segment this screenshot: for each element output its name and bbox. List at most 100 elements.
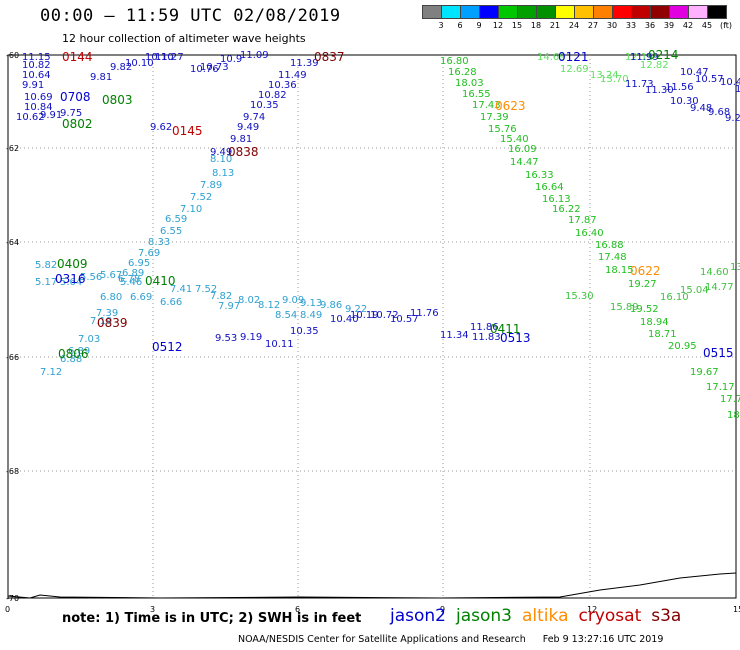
swh-value: 17.48 bbox=[598, 252, 627, 263]
swh-value: 7.69 bbox=[138, 248, 160, 259]
swh-value: 9.53 bbox=[215, 333, 237, 344]
swh-value: 14.47 bbox=[510, 157, 539, 168]
swh-value: 10.68 bbox=[735, 84, 740, 95]
swh-value: 12.69 bbox=[560, 64, 589, 75]
chart-subtitle: 12 hour collection of altimeter wave hei… bbox=[62, 32, 306, 45]
swh-value: 13.16 bbox=[730, 262, 740, 273]
swh-value: 7.52 bbox=[190, 192, 212, 203]
lat-label: -62 bbox=[6, 144, 19, 153]
swh-value: 5.67 bbox=[100, 270, 122, 281]
swh-value: 7.82 bbox=[210, 291, 232, 302]
color-scale-ticks: 3 6 9 12 15 18 21 24 27 30 33 36 39 42 45 (ft) bbox=[422, 21, 740, 33]
lon-label: 12 bbox=[587, 605, 597, 614]
time-label: 0145 bbox=[172, 124, 203, 138]
swh-value: 11.76 bbox=[410, 308, 439, 319]
swh-value: 16.33 bbox=[525, 170, 554, 181]
time-label: 0623 bbox=[495, 99, 526, 113]
swh-value: 11.49 bbox=[278, 70, 307, 81]
swh-value: 10.62 bbox=[16, 112, 45, 123]
legend-tick-label: 39 bbox=[663, 21, 675, 30]
swh-value: 13.70 bbox=[600, 74, 629, 85]
swh-value: 10.64 bbox=[22, 70, 51, 81]
time-label: 0803 bbox=[102, 93, 133, 107]
swh-value: 5.64 bbox=[60, 277, 82, 288]
time-label: 0144 bbox=[62, 50, 93, 64]
legend-tick-label: 21 bbox=[549, 21, 561, 30]
time-label: 0806 bbox=[58, 347, 89, 361]
swh-value: 16.28 bbox=[448, 67, 477, 78]
swh-value: 10.57 bbox=[695, 74, 724, 85]
time-label: 0411 bbox=[490, 322, 521, 336]
swh-value: 10.69 bbox=[24, 92, 53, 103]
swh-value: 6.55 bbox=[160, 226, 182, 237]
legend-tick-label: (ft) bbox=[719, 21, 733, 30]
swh-value: 9.49 bbox=[237, 122, 259, 133]
swh-value: 10.76 bbox=[190, 64, 219, 75]
swh-value: 19.67 bbox=[690, 367, 719, 378]
legend-tick-label: 6 bbox=[457, 21, 463, 30]
swh-value: 10.11 bbox=[265, 339, 294, 350]
swh-value: 8.49 bbox=[300, 310, 322, 321]
swh-value: 5.56 bbox=[80, 272, 102, 283]
time-label: 0410 bbox=[145, 274, 176, 288]
footnote: note: 1) Time is in UTC; 2) SWH is in fe… bbox=[62, 611, 362, 626]
swh-value: 7.52 bbox=[195, 284, 217, 295]
swh-value: 10.35 bbox=[250, 100, 279, 111]
swh-value: 11.15 bbox=[22, 52, 51, 63]
swh-value: 8.13 bbox=[212, 168, 234, 179]
swh-value: 10.40 bbox=[330, 314, 359, 325]
swh-value: 10.73 bbox=[200, 62, 229, 73]
swh-value: 16.88 bbox=[595, 240, 624, 251]
swh-value: 18.15 bbox=[605, 265, 634, 276]
swh-value: 11.99 bbox=[630, 52, 659, 63]
lon-label: 15 bbox=[733, 605, 740, 614]
lon-label: 6 bbox=[295, 605, 300, 614]
swh-value: 11.27 bbox=[155, 52, 184, 63]
swh-value: 17.43 bbox=[472, 100, 501, 111]
swh-value: 10.72 bbox=[370, 310, 399, 321]
credit-line: NOAA/NESDIS Center for Satellite Applica… bbox=[238, 634, 663, 645]
swh-value: 8.02 bbox=[238, 295, 260, 306]
satellite-legend: jason2 jason3 altika cryosat s3a bbox=[390, 606, 691, 626]
swh-value: 16.10 bbox=[660, 292, 689, 303]
lon-label: 3 bbox=[150, 605, 155, 614]
swh-value: 13.24 bbox=[590, 70, 619, 81]
swh-value: 16.22 bbox=[552, 204, 581, 215]
swh-value: 16.09 bbox=[508, 144, 537, 155]
lon-label: 9 bbox=[440, 605, 445, 614]
swh-value: 14.69 bbox=[537, 52, 566, 63]
legend-tick-label: 18 bbox=[530, 21, 542, 30]
swh-value: 10.10 bbox=[145, 52, 174, 63]
lat-label: -64 bbox=[6, 238, 19, 247]
swh-value: 7.12 bbox=[40, 367, 62, 378]
swh-value: 6.89 bbox=[122, 268, 144, 279]
swh-value: 11.73 bbox=[625, 79, 654, 90]
swh-value: 11.83 bbox=[472, 332, 501, 343]
swh-value: 15.04 bbox=[680, 285, 709, 296]
lat-label: -66 bbox=[6, 353, 19, 362]
legend-tick-label: 12 bbox=[492, 21, 504, 30]
legend-tick-label: 36 bbox=[644, 21, 656, 30]
swh-value: 7.97 bbox=[218, 301, 240, 312]
swh-value: 10.57 bbox=[390, 314, 419, 325]
swh-value: 17.74 bbox=[720, 394, 740, 405]
swh-value: 8.33 bbox=[148, 237, 170, 248]
swh-value: 17.87 bbox=[568, 215, 597, 226]
swh-value: 10.47 bbox=[680, 67, 709, 78]
time-label: 0513 bbox=[500, 331, 531, 345]
swh-value: 10.30 bbox=[670, 96, 699, 107]
satellite-name-jason2: jason2 bbox=[390, 606, 446, 626]
swh-value: 11.09 bbox=[240, 50, 269, 61]
time-label: 0802 bbox=[62, 117, 93, 131]
swh-value: 16.55 bbox=[462, 89, 491, 100]
legend-tick-label: 33 bbox=[625, 21, 637, 30]
swh-value: 9.62 bbox=[150, 122, 172, 133]
swh-value: 15.76 bbox=[488, 124, 517, 135]
swh-value: 6.66 bbox=[160, 297, 182, 308]
swh-value: 9.91 bbox=[40, 110, 62, 121]
swh-value: 10.19 bbox=[350, 310, 379, 321]
swh-value: 9.22 bbox=[345, 304, 367, 315]
legend-tick-label: 42 bbox=[682, 21, 694, 30]
satellite-name-cryosat: cryosat bbox=[578, 606, 642, 626]
